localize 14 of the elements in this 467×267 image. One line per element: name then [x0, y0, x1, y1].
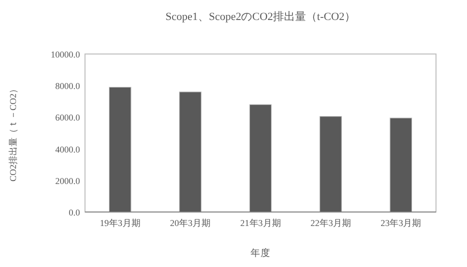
y-tick-label: 10000.0	[50, 50, 80, 60]
chart-title: Scope1、Scope2のCO2排出量（t-CO2）	[165, 10, 356, 23]
x-tick-label: 23年3月期	[380, 218, 422, 228]
y-tick-label: 6000.0	[55, 112, 80, 123]
x-tick-label: 22年3月期	[310, 218, 351, 228]
x-tick-label: 21年3月期	[240, 218, 281, 228]
y-axis-title: CO2排出量（ｔ－CO2）	[8, 84, 18, 182]
y-tick-label: 8000.0	[55, 81, 80, 92]
x-tick-label: 19年3月期	[100, 218, 140, 228]
y-tick-label: 4000.0	[55, 144, 80, 154]
y-tick-label: 0.0	[68, 208, 80, 218]
x-axis-title: 年度	[250, 247, 270, 259]
y-tick-label: 2000.0	[55, 176, 80, 186]
x-tick-label: 20年3月期	[170, 218, 211, 228]
